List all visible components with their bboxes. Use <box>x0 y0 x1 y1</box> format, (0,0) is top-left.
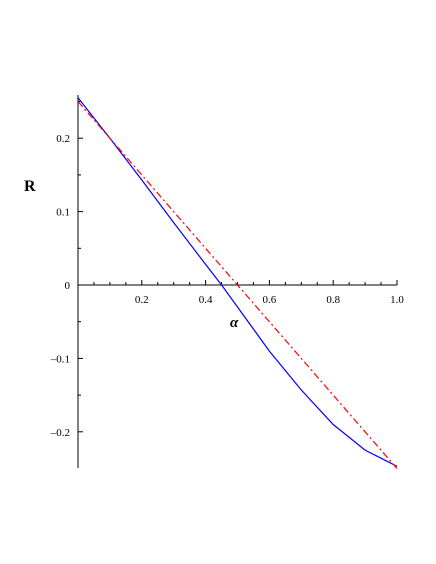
y-tick-label: 0.2 <box>56 133 70 145</box>
y-tick-label: 0 <box>65 280 71 292</box>
x-tick-label: 0.6 <box>263 294 277 306</box>
x-tick-label: 0.8 <box>326 294 340 306</box>
x-tick-label: 0.2 <box>135 294 149 306</box>
x-tick-label: 1.0 <box>390 294 404 306</box>
x-tick-label: 0.4 <box>199 294 213 306</box>
y-tick-label: 0.1 <box>56 207 70 219</box>
series-layer <box>77 97 398 469</box>
x-axis-title: α <box>230 315 239 331</box>
series-line-2 <box>77 101 398 469</box>
tick-labels: 0.2 0.4 0.6 0.8 1.0 0.2 0.1 0 –0.1 –0.2 <box>50 133 405 439</box>
axes <box>77 95 398 468</box>
y-tick-label: –0.2 <box>50 427 70 439</box>
y-axis-title: R <box>24 178 36 195</box>
y-tick-label: –0.1 <box>50 353 70 365</box>
series-line-1 <box>77 97 398 467</box>
